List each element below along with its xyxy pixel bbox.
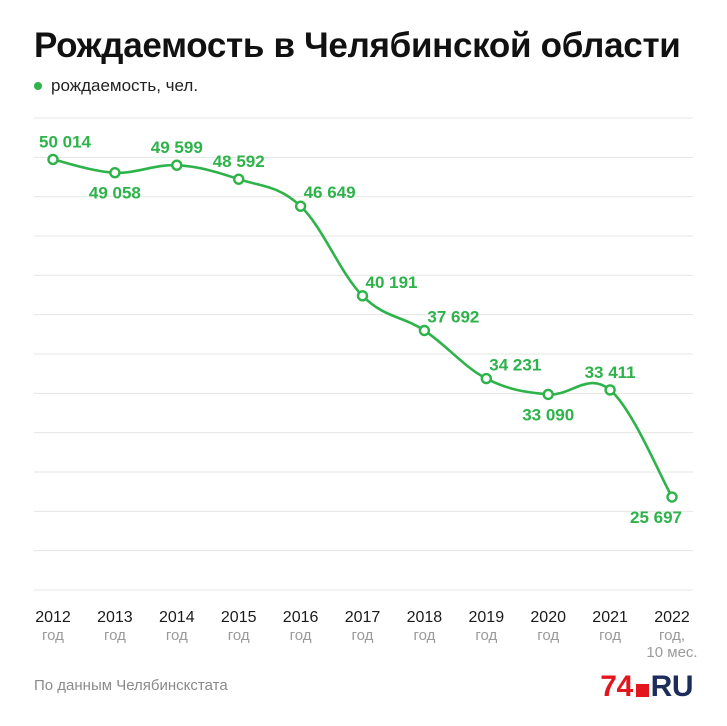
data-point [542,388,554,401]
x-tick-sublabel: год [537,627,559,644]
x-tick-sublabel: год [166,627,188,644]
x-tick-sublabel: год [228,627,250,644]
data-label: 40 191 [366,273,418,292]
x-tick-label: 2022 [654,609,690,626]
x-tick-label: 2019 [469,609,505,626]
data-point [604,384,616,396]
data-label: 33 411 [585,363,636,382]
x-tick-label: 2020 [530,609,566,626]
data-label: 49 599 [151,138,203,157]
x-tick-sublabel: год [352,627,374,644]
legend: рождаемость, чел. [34,76,198,96]
data-label: 48 592 [213,152,265,171]
x-tick-sublabel: год [475,627,497,644]
x-tick-sublabel: год [42,627,64,644]
legend-marker [34,82,42,90]
logo-number: 74 [600,670,633,703]
data-point [666,491,678,503]
chart-title: Рождаемость в Челябинской области [34,26,681,65]
data-label: 25 697 [630,508,682,527]
x-tick-label: 2018 [407,609,443,626]
x-tick-sublabel: год [599,627,621,644]
source-note: По данным Челябинскстата [34,677,228,694]
brand-logo: 74 RU [600,670,693,704]
x-tick-label: 2015 [221,609,257,626]
data-point [171,159,183,171]
data-label: 33 090 [522,405,574,424]
data-label: 49 058 [89,184,141,203]
data-point [109,167,121,179]
data-point [356,290,369,302]
series-line [52,158,674,498]
logo-square-icon [635,683,649,697]
x-tick-label: 2021 [592,609,628,626]
data-point [294,200,307,212]
x-tick-sublabel: год [290,627,312,644]
x-tick-sublabel: год [104,627,126,644]
x-tick-sublabel: год [413,627,435,644]
data-label: 34 231 [489,356,541,375]
data-label: 50 014 [39,132,92,151]
x-tick-label: 2014 [159,609,195,626]
x-tick-label: 2016 [283,609,319,626]
data-point [47,153,59,166]
data-point [480,372,492,385]
x-tick-label: 2012 [35,609,71,626]
x-tick-label: 2017 [345,609,381,626]
x-tick-label: 2013 [97,609,133,626]
x-tick-sublabel: год, [659,627,685,644]
x-tick-sublabel: 10 мес. [646,644,697,661]
logo-suffix: RU [650,670,694,703]
data-point [418,324,431,337]
data-label: 46 649 [304,183,356,202]
data-label: 37 692 [427,308,479,327]
legend-label: рождаемость, чел. [51,76,199,95]
data-point [232,173,245,185]
